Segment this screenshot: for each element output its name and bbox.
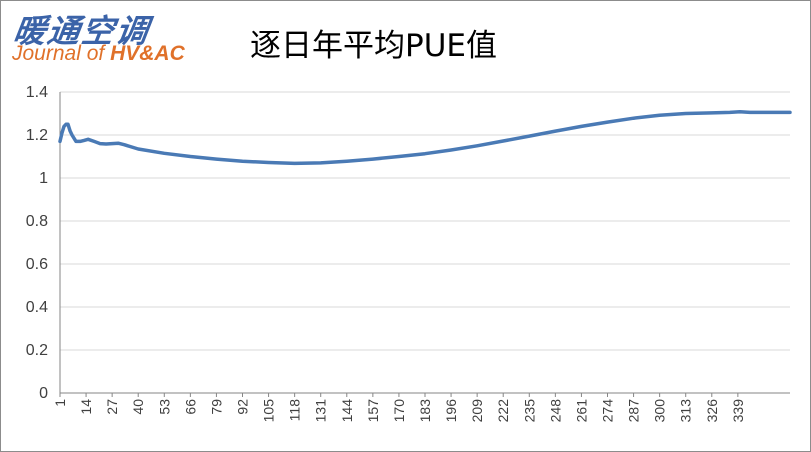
- journal-logo: 暖通空调 Journal of HV&AC: [10, 6, 220, 68]
- x-tick-label-261: 261: [573, 399, 589, 423]
- x-tick-label-53: 53: [156, 399, 172, 415]
- x-tick-label-209: 209: [469, 399, 485, 423]
- x-tick-label-66: 66: [182, 399, 198, 415]
- chart-title: 逐日年平均PUE值: [250, 28, 497, 64]
- x-tick-label-170: 170: [391, 399, 407, 423]
- x-tick-label-300: 300: [652, 399, 668, 423]
- x-tick-label-118: 118: [287, 399, 303, 422]
- x-tick-label-235: 235: [521, 399, 537, 423]
- y-tick-label-0.4: 0.4: [26, 299, 48, 316]
- x-tick-label-40: 40: [130, 399, 146, 415]
- x-tick-label-287: 287: [626, 399, 642, 423]
- x-tick-label-248: 248: [547, 399, 563, 423]
- x-tick-label-144: 144: [339, 399, 355, 423]
- y-tick-label-1.4: 1.4: [26, 84, 48, 101]
- x-tick-label-222: 222: [495, 399, 511, 423]
- x-tick-label-326: 326: [704, 399, 720, 423]
- x-tick-label-339: 339: [730, 399, 746, 423]
- x-tick-label-157: 157: [365, 399, 381, 423]
- x-tick-label-196: 196: [443, 399, 459, 423]
- y-tick-label-1.2: 1.2: [26, 127, 48, 144]
- x-tick-label-27: 27: [104, 399, 120, 415]
- logo-english-prefix: Journal of: [12, 42, 111, 65]
- logo-english-strong: HV&AC: [110, 42, 185, 65]
- x-tick-label-92: 92: [235, 399, 251, 415]
- logo-english: Journal of HV&AC: [12, 42, 185, 66]
- x-tick-label-274: 274: [600, 399, 616, 423]
- y-tick-label-1: 1: [39, 170, 48, 187]
- y-tick-label-0.6: 0.6: [26, 256, 48, 273]
- y-tick-label-0.8: 0.8: [26, 213, 48, 230]
- y-tick-label-0: 0: [39, 385, 48, 402]
- x-tick-label-14: 14: [78, 399, 94, 415]
- x-tick-label-105: 105: [261, 399, 277, 423]
- x-tick-label-131: 131: [313, 399, 329, 423]
- x-tick-label-1: 1: [52, 399, 68, 407]
- series-line-0: [58, 110, 792, 166]
- x-tick-label-313: 313: [678, 399, 694, 423]
- x-tick-label-79: 79: [208, 399, 224, 415]
- x-tick-label-183: 183: [417, 399, 433, 423]
- y-tick-label-0.2: 0.2: [26, 342, 48, 359]
